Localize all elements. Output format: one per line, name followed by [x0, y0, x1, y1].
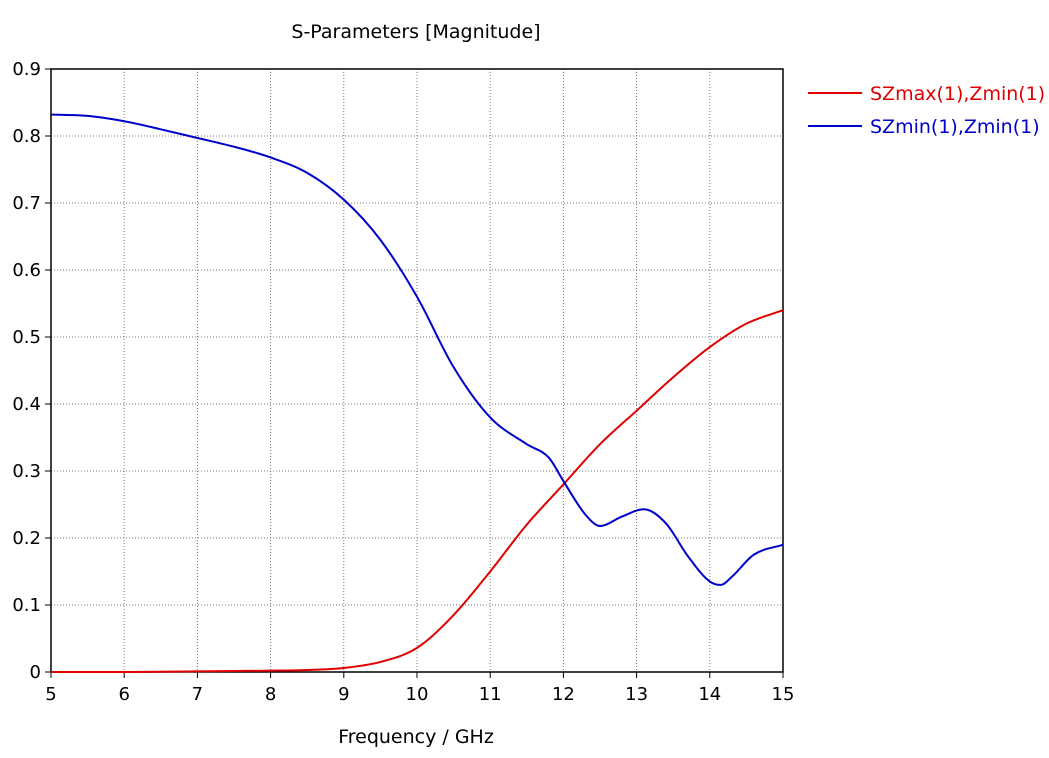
y-tick-label: 0.6 [12, 260, 41, 281]
y-tick-label: 0.8 [12, 126, 41, 147]
series-layer [50, 113, 784, 674]
y-tick-label: 0.7 [12, 193, 41, 214]
y-tick-label: 0.9 [12, 59, 41, 80]
x-tick-label: 8 [265, 684, 276, 705]
legend-label-1: SZmax(1),Zmin(1) [870, 83, 1045, 105]
x-axis-title: Frequency / GHz [338, 726, 494, 748]
y-tick-label: 0.5 [12, 327, 41, 348]
y-tick-label: 0 [30, 662, 41, 683]
x-tick-label: 5 [45, 684, 56, 705]
grid-lines [51, 69, 783, 672]
y-tick-label: 0.3 [12, 461, 41, 482]
x-tick-label: 14 [698, 684, 721, 705]
chart-title: S-Parameters [Magnitude] [291, 21, 540, 43]
x-tick-label: 6 [118, 684, 129, 705]
y-tick-label: 0.1 [12, 595, 41, 616]
x-tick-label: 13 [625, 684, 648, 705]
x-tick-label: 11 [479, 684, 502, 705]
x-tick-label: 10 [406, 684, 429, 705]
legend-label-2: SZmin(1),Zmin(1) [870, 116, 1040, 138]
x-tick-label: 12 [552, 684, 575, 705]
legend: SZmax(1),Zmin(1) SZmin(1),Zmin(1) [808, 83, 1045, 138]
x-tick-label: 9 [338, 684, 349, 705]
series-line-1 [51, 309, 784, 674]
series-line-2 [50, 113, 784, 586]
y-tick-label: 0.2 [12, 528, 41, 549]
x-tick-label: 15 [772, 684, 795, 705]
x-tick-label: 7 [192, 684, 203, 705]
axis-ticks: 5 6 7 8 9 10 11 12 13 14 15 0 0.1 0.2 0.3 0.4 0.5 0.6 0.7 0… [12, 59, 794, 705]
y-tick-label: 0.4 [12, 394, 41, 415]
